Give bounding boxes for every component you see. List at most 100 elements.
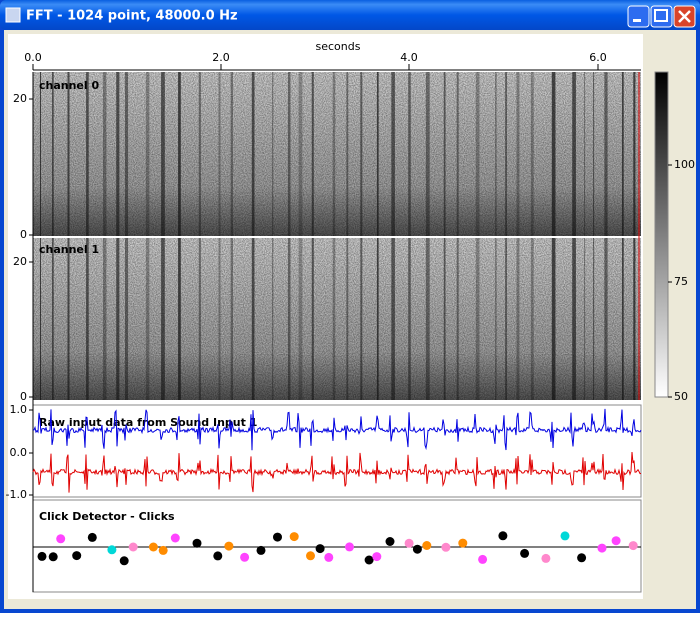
click-marker	[119, 556, 129, 566]
click-marker	[498, 531, 508, 541]
panel-label: Click Detector - Clicks	[39, 510, 175, 523]
spectrogram-stripe	[332, 72, 336, 236]
spectrogram-texture	[33, 238, 641, 400]
time-tick-label: 2.0	[212, 51, 230, 64]
spectrogram-stripe	[456, 238, 459, 400]
spectrogram-stripe	[346, 72, 349, 236]
title-bar	[0, 0, 700, 30]
click-marker	[372, 552, 382, 562]
spectrogram-stripe	[102, 238, 107, 400]
spectrogram-stripe	[505, 72, 507, 236]
panel-label: channel 0	[39, 79, 99, 92]
spectrogram-stripe	[584, 72, 586, 236]
spectrogram-stripe	[376, 238, 379, 400]
click-marker	[128, 542, 138, 552]
spectrogram-stripe	[102, 72, 107, 236]
click-marker	[324, 552, 334, 562]
spectrogram-stripe	[604, 238, 608, 400]
window-buttons[interactable]	[627, 5, 696, 28]
raw-panel	[32, 404, 642, 498]
click-marker	[306, 551, 315, 561]
click-marker	[107, 545, 117, 555]
time-tick-label: 0.0	[24, 51, 42, 64]
spectrogram-stripe	[551, 238, 556, 400]
spectrogram-stripe	[475, 238, 480, 400]
spectrogram-stripe	[124, 72, 129, 236]
click-marker	[404, 538, 414, 548]
spectrogram-stripe	[230, 238, 233, 400]
click-marker	[240, 552, 250, 562]
close-icon	[678, 10, 691, 23]
spectrogram-stripe	[425, 72, 430, 236]
spectrogram-stripe	[408, 238, 411, 400]
y-tick-label: 0.0	[10, 446, 28, 459]
spectrogram-stripe	[443, 238, 446, 400]
spectrogram-stripe	[311, 238, 314, 400]
spectrogram-stripe	[633, 238, 636, 400]
dynamic-layer: 0.0 2.0 4.0 6.0 channel 0 20 0 channel 1 20 0 Raw …	[6, 51, 695, 566]
minimize-icon	[633, 19, 641, 22]
spectrogram-stripe	[593, 238, 595, 400]
click-marker	[628, 541, 638, 551]
spectrogram-stripe	[604, 72, 608, 236]
spectrogram-stripe	[593, 72, 595, 236]
spectrogram-stripe	[40, 72, 42, 236]
waveform	[32, 408, 642, 451]
spectrogram-stripe	[551, 72, 556, 236]
spectrogram-stripe	[621, 72, 624, 236]
time-tick-label: 6.0	[589, 51, 607, 64]
spectrogram-stripe	[272, 238, 274, 400]
click-marker	[256, 545, 266, 555]
y-tick-label: 0	[20, 390, 27, 403]
spectrogram-stripe	[516, 72, 520, 236]
spectrogram-stripe	[124, 238, 129, 400]
click-marker	[478, 554, 488, 564]
click-marker	[560, 531, 570, 541]
click-marker	[577, 553, 587, 563]
spectrogram-stripe	[475, 72, 480, 236]
spectrogram-stripe	[584, 238, 586, 400]
spectrogram-stripe	[161, 72, 165, 236]
y-tick-label: 20	[13, 255, 27, 268]
click-marker	[170, 533, 180, 543]
spectrogram-stripe	[311, 72, 314, 236]
spectrogram-stripe	[572, 238, 576, 400]
spectrogram-stripe	[572, 72, 576, 236]
click-marker	[148, 542, 158, 552]
spectrogram-stripe	[360, 238, 363, 400]
y-tick-label: 20	[13, 92, 27, 105]
click-marker	[345, 542, 354, 552]
spectrogram-stripe	[425, 238, 430, 400]
click-marker	[412, 544, 422, 554]
click-marker	[520, 548, 530, 558]
spectrogram-stripe	[443, 72, 446, 236]
click-marker	[192, 538, 202, 548]
spectrogram-stripe	[530, 72, 534, 236]
spectrogram-stripe	[376, 72, 379, 236]
minimize-button[interactable]	[627, 5, 650, 28]
spectrogram	[33, 238, 641, 400]
y-tick-label: 0	[20, 228, 27, 241]
spectrogram-stripe	[346, 238, 349, 400]
click-marker	[48, 552, 58, 562]
spectrogram-stripe	[408, 72, 411, 236]
click-marker	[611, 536, 621, 546]
waveform	[32, 451, 642, 493]
spectrogram-stripe	[198, 238, 201, 400]
spectrogram-stripe	[40, 238, 42, 400]
window-title: FFT - 1024 point, 48000.0 Hz	[26, 9, 238, 24]
click-marker	[213, 551, 223, 561]
click-marker	[364, 555, 374, 565]
spectrogram-stripe	[198, 72, 201, 236]
click-marker	[441, 542, 451, 552]
app-icon	[5, 7, 21, 23]
click-marker	[385, 537, 395, 546]
click-marker	[541, 553, 551, 563]
spectrogram-stripe	[360, 72, 363, 236]
spectrogram-stripe	[67, 238, 70, 400]
colorbar	[654, 71, 669, 398]
click-marker	[37, 551, 47, 561]
spectrogram-stripe	[495, 238, 497, 400]
spectrogram-stripe	[178, 72, 181, 236]
